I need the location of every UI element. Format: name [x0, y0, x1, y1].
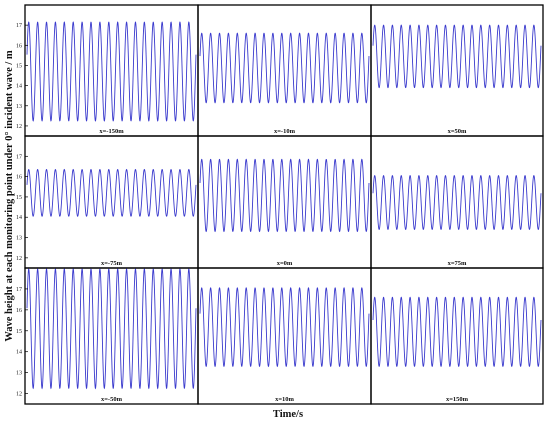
y-tick-label: 13: [16, 104, 22, 110]
series-line: [199, 287, 370, 368]
y-tick-label: 15: [16, 329, 22, 335]
panel-5: x=0m: [197, 135, 372, 269]
y-tick-label: 16: [16, 308, 22, 314]
y-tick-label: 16: [16, 43, 22, 49]
series-line: [199, 158, 370, 233]
panel-label: x=0m: [277, 260, 293, 267]
y-tick-label: 14: [16, 84, 22, 90]
panel-label: x=75m: [448, 260, 467, 267]
y-tick-label: 14: [16, 350, 22, 356]
series-line: [372, 296, 542, 368]
y-tick-label: 14: [16, 215, 22, 221]
y-tick-label: 17: [16, 154, 22, 160]
series-line: [26, 268, 197, 390]
y-tick-label: 12: [16, 124, 22, 130]
panel-4: 12 13 14 15 16 17 x=-75m: [16, 135, 199, 269]
series-line: [372, 174, 542, 231]
panel-3: x=50m: [370, 4, 544, 137]
panel-7: 12 13 14 15 16 17 x=-50m: [16, 267, 199, 405]
panel-2: x=-10m: [197, 4, 372, 137]
panel-label: x=-150m: [99, 128, 124, 135]
y-tick-label: 13: [16, 371, 22, 377]
panels: 12 13 14 15 16 17 x=-150m x=-10m x=50m 12 13 14 15 16…: [16, 4, 544, 405]
panel-6: x=75m: [370, 135, 544, 269]
y-tick-label: 12: [16, 392, 22, 398]
y-tick-label: 17: [16, 287, 22, 293]
y-axis-title: Wave height at each monitoring point und…: [4, 50, 15, 342]
y-tick-label: 12: [16, 256, 22, 262]
panel-label: x=50m: [448, 128, 467, 135]
panel-1: 12 13 14 15 16 17 x=-150m: [16, 4, 199, 137]
series-line: [26, 21, 197, 122]
series-line: [26, 168, 197, 217]
series-line: [372, 24, 542, 89]
panel-label: x=-10m: [274, 128, 296, 135]
y-tick-label: 15: [16, 195, 22, 201]
panel-label: x=-75m: [101, 260, 123, 267]
series-line: [199, 32, 370, 104]
panel-label: x=150m: [446, 396, 469, 403]
panel-8: x=10m: [197, 267, 372, 405]
y-tick-label: 15: [16, 63, 22, 69]
panel-frame: [370, 135, 544, 269]
panel-frame: [370, 267, 544, 405]
y-tick-label: 16: [16, 175, 22, 181]
y-tick-label: 13: [16, 236, 22, 242]
panel-frame: [24, 4, 199, 137]
panel-label: x=-50m: [101, 396, 123, 403]
y-tick-label: 17: [16, 23, 22, 29]
x-axis-title: Time/s: [273, 409, 303, 420]
panel-9: x=150m: [370, 267, 544, 405]
panel-label: x=10m: [275, 396, 294, 403]
